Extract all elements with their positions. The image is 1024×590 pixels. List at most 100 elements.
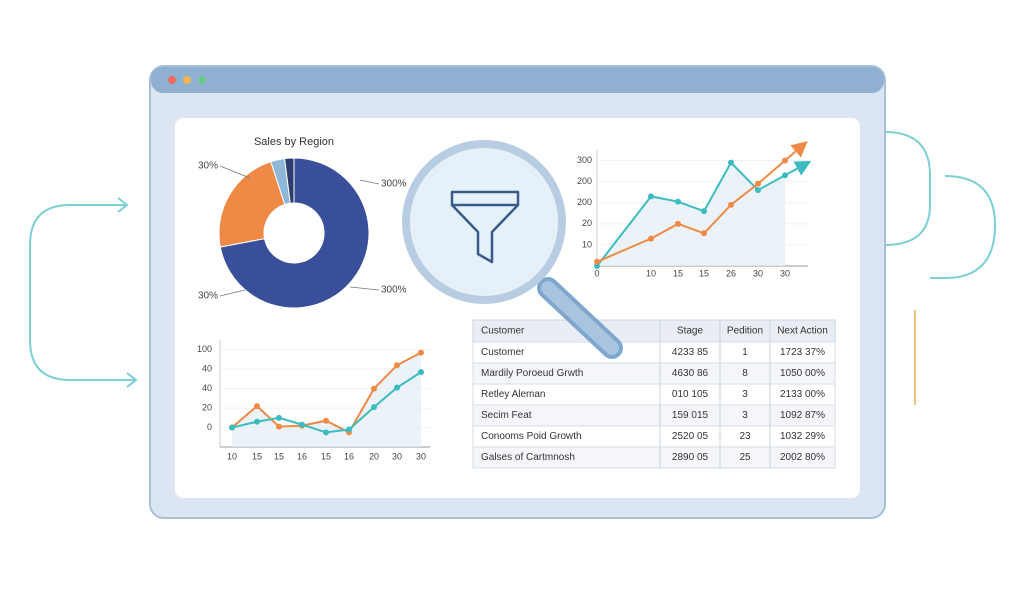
data-point	[648, 193, 654, 200]
table-row	[472, 446, 836, 469]
table-cell: 2133 00%	[780, 389, 825, 400]
data-point	[418, 369, 424, 376]
data-point	[299, 421, 305, 428]
table-cell: Customer	[481, 347, 525, 358]
data-point	[648, 235, 654, 242]
data-point	[323, 417, 329, 424]
data-point	[728, 201, 734, 208]
table-cell: Retley Aleman	[481, 389, 545, 400]
table-cell: 1032 29%	[780, 431, 825, 442]
leader-line	[349, 286, 380, 291]
area	[597, 162, 785, 266]
x-tick-label: 30	[392, 451, 402, 461]
x-tick-label: 15	[699, 268, 709, 278]
x-tick-label: 30	[416, 451, 426, 461]
data-point	[394, 362, 400, 369]
leader-line	[359, 179, 380, 185]
x-tick-label: 26	[726, 268, 736, 278]
pie-slice	[284, 157, 295, 204]
data-point	[229, 424, 235, 431]
data-point	[594, 263, 600, 269]
column-header: Customer	[481, 326, 525, 337]
window-button[interactable]	[183, 76, 191, 84]
data-point	[701, 208, 707, 215]
data-point	[394, 384, 400, 391]
x-tick-label: 15	[274, 451, 284, 461]
window-button[interactable]	[168, 76, 176, 84]
y-tick-label: 10	[582, 239, 592, 249]
table-cell: Secim Feat	[481, 410, 532, 421]
leader-line	[219, 165, 251, 179]
table-cell: 2890 05	[672, 452, 709, 463]
data-point	[276, 423, 282, 430]
column-header: Pedition	[727, 326, 763, 337]
table: Customer Stage Pedition Next Action Customer…	[472, 319, 836, 469]
y-tick-label: 200	[577, 197, 592, 207]
annotation: 30%	[198, 161, 218, 172]
title-bar	[151, 67, 884, 93]
data-point	[371, 404, 377, 411]
table-cell: 8	[742, 368, 748, 379]
x-tick-label: 15	[252, 451, 262, 461]
y-tick-label: 40	[202, 364, 212, 374]
column-header: Stage	[677, 326, 704, 337]
table-cell: 010 105	[672, 389, 709, 400]
data-point	[276, 414, 282, 421]
annotation: 300%	[381, 179, 407, 190]
table-cell: 2002 80%	[780, 452, 825, 463]
y-tick-label: 20	[582, 218, 592, 228]
charts: Sales by Region30%300%30%300%10202002003…	[197, 136, 812, 461]
area	[232, 352, 421, 447]
y-tick-label: 100	[197, 344, 212, 354]
data-point	[254, 418, 260, 425]
table-cell: 1	[742, 347, 748, 358]
y-tick-label: 20	[202, 402, 212, 412]
data-point	[254, 403, 260, 410]
data-point	[346, 426, 352, 433]
x-tick-label: 15	[673, 268, 683, 278]
connectors	[29, 131, 997, 405]
data-point	[701, 230, 707, 237]
column-header: Next Action	[777, 326, 828, 337]
x-tick-label: 30	[753, 268, 763, 278]
table-cell: 159 015	[672, 410, 709, 421]
data-point	[418, 349, 424, 356]
table-cell: 2520 05	[672, 431, 709, 442]
table-cell: 3	[742, 410, 748, 421]
table-cell: Mardily Poroeud Grwth	[481, 368, 583, 379]
data-point	[782, 172, 788, 179]
table-cell: 4630 86	[672, 368, 709, 379]
table-cell: Conooms Poid Growth	[481, 431, 582, 442]
trend-arrow	[784, 160, 812, 177]
y-tick-label: 200	[577, 176, 592, 186]
data-point	[755, 187, 761, 194]
y-tick-label: 0	[207, 422, 212, 432]
annotation: 300%	[381, 285, 407, 296]
x-tick-label: 10	[227, 451, 237, 461]
x-tick-label: 10	[646, 268, 656, 278]
x-tick-label: 30	[780, 268, 790, 278]
table-cell: 1050 00%	[780, 368, 825, 379]
x-tick-label: 20	[369, 451, 379, 461]
window-button[interactable]	[198, 76, 206, 84]
x-tick-label: 15	[321, 451, 331, 461]
data-point	[323, 429, 329, 436]
pie-slice	[219, 157, 370, 309]
leader-line	[219, 289, 246, 297]
data-point	[728, 159, 734, 166]
annotation: 30%	[198, 291, 218, 302]
table-cell: 25	[739, 452, 751, 463]
trend-arrow	[784, 140, 808, 162]
data-point	[755, 180, 761, 187]
x-tick-label: 0	[594, 268, 599, 278]
table-cell: 1723 37%	[780, 347, 825, 358]
table-cell: Galses of Cartmnosh	[481, 452, 575, 463]
data-point	[675, 220, 681, 227]
data-point	[594, 258, 600, 265]
y-tick-label: 300	[577, 155, 592, 165]
y-tick-label: 40	[202, 383, 212, 393]
table-cell: 1092 87%	[780, 410, 825, 421]
x-tick-label: 16	[297, 451, 307, 461]
x-tick-label: 16	[344, 451, 354, 461]
